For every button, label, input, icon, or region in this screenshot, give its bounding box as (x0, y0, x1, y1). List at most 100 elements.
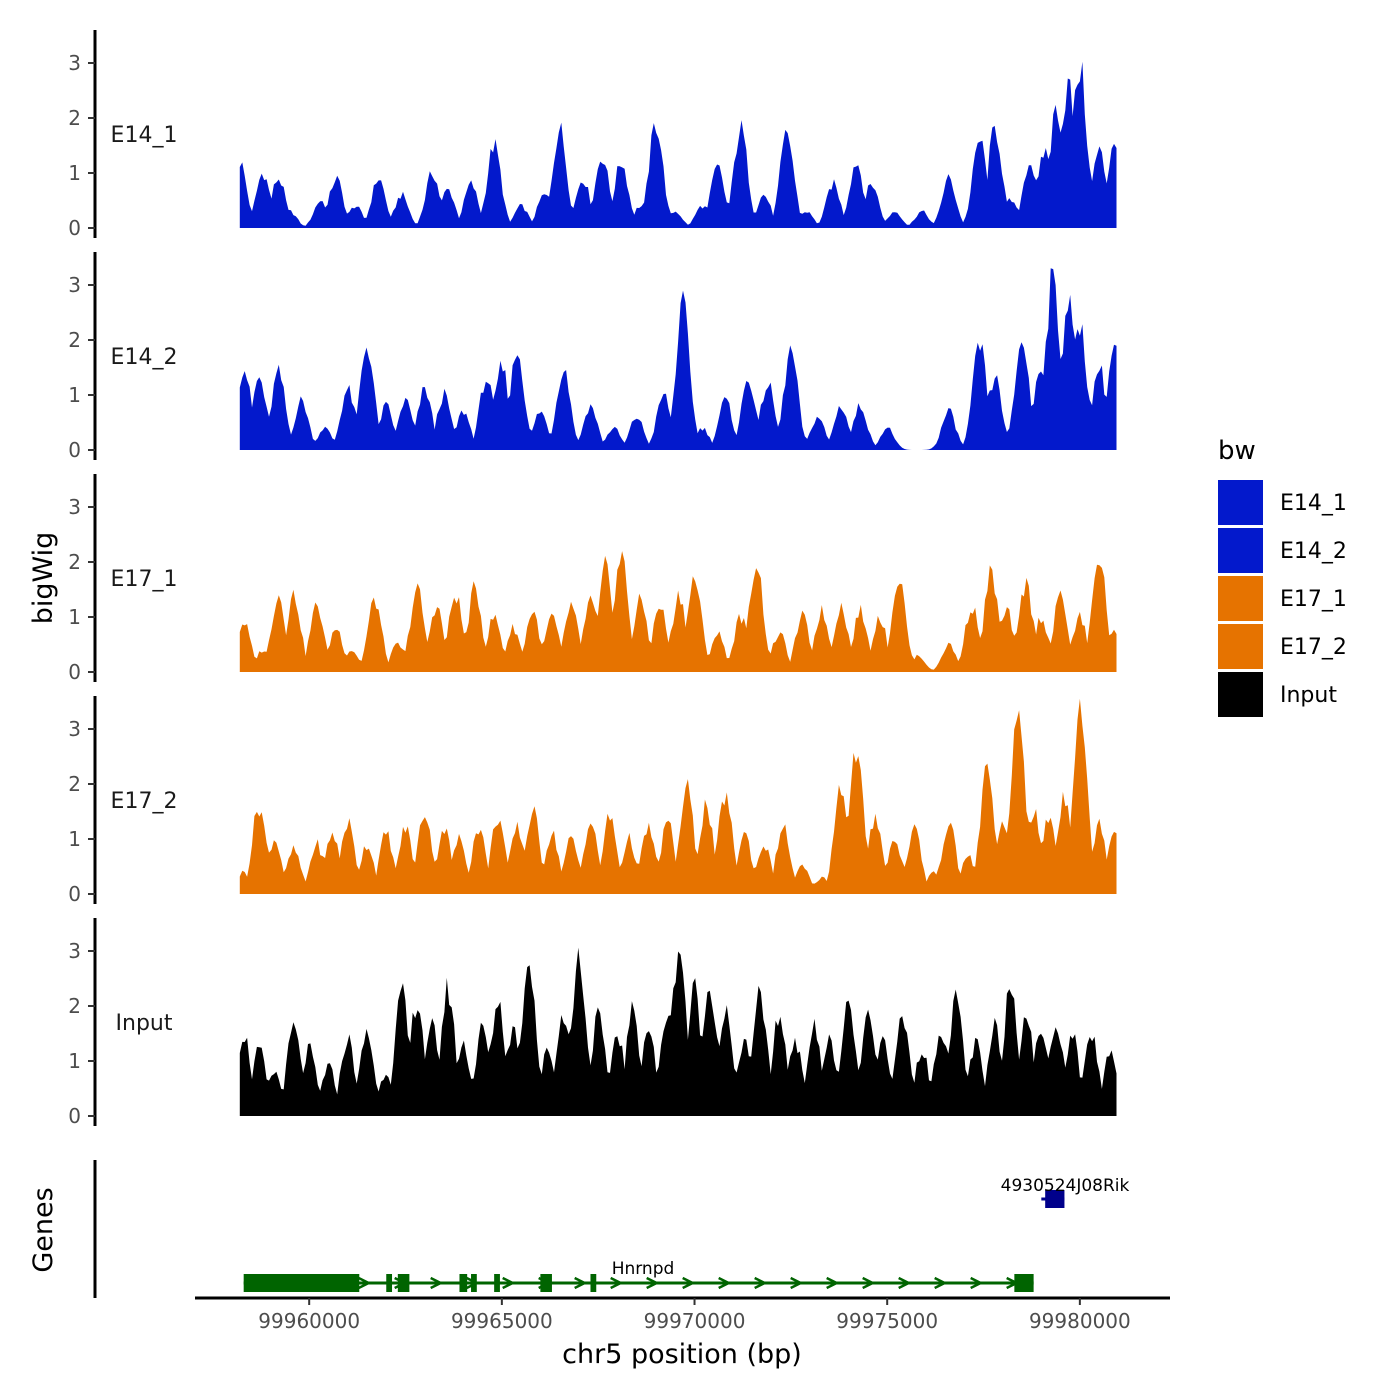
strand-arrow (934, 1276, 948, 1290)
peak-point (632, 1011, 634, 1013)
peak-point (274, 1071, 276, 1073)
peak-point (647, 827, 649, 829)
peak-point (1114, 139, 1116, 141)
peak-point (520, 205, 522, 207)
y-tick-label: 1 (68, 383, 81, 407)
peak-point (990, 572, 992, 574)
strand-arrow (646, 1276, 660, 1290)
peak-point (320, 200, 322, 202)
peak-point (840, 605, 842, 607)
peak-point (986, 767, 988, 769)
peak-point (258, 805, 260, 807)
peak-point (551, 833, 553, 835)
peak-point (243, 1033, 245, 1035)
peak-point (258, 378, 260, 380)
track-Input: 0 1 2 3 Input (68, 918, 1117, 1128)
peak-point (805, 211, 807, 213)
strand-arrow (826, 1276, 840, 1290)
peak-point (821, 611, 823, 613)
peak-point (667, 822, 669, 824)
peak-point (740, 616, 742, 618)
peak-point (385, 1071, 387, 1073)
peak-point (455, 594, 457, 596)
peak-point (563, 367, 565, 369)
gene-exon (471, 1274, 477, 1292)
peak-point (882, 1038, 884, 1040)
legend-swatch (1218, 528, 1263, 573)
peak-point (401, 194, 403, 196)
legend-label: Input (1280, 683, 1337, 708)
y-tick-label: 0 (68, 216, 81, 240)
peak-point (778, 633, 780, 635)
peak-point (967, 855, 969, 857)
peak-point (443, 394, 445, 396)
peak-point (532, 611, 534, 613)
peak-point (1040, 1027, 1042, 1029)
peak-point (416, 589, 418, 591)
peak-point (347, 389, 349, 391)
peak-point (590, 822, 592, 824)
peak-point (763, 194, 765, 196)
peak-point (917, 655, 919, 657)
x-axis-title: chr5 position (bp) (562, 1339, 802, 1370)
peak-point (539, 411, 541, 413)
legend-entry-E17_2: E17_2 (1218, 624, 1347, 669)
peak-point (277, 594, 279, 596)
peak-point (366, 345, 368, 347)
peak-point (274, 838, 276, 840)
peak-point (678, 945, 680, 947)
peak-point (879, 616, 881, 618)
gene-exon (386, 1274, 393, 1292)
peak-point (497, 1000, 499, 1002)
y-tick-label: 1 (68, 605, 81, 629)
peak-point (832, 183, 834, 185)
gene-exon (590, 1274, 597, 1292)
peak-point (543, 194, 545, 196)
legend-label: E17_1 (1280, 587, 1347, 612)
peak-point (493, 616, 495, 618)
peak-point (582, 178, 584, 180)
peak-point (1071, 1033, 1073, 1035)
peak-point (397, 644, 399, 646)
y-tick-label: 2 (68, 106, 81, 130)
peak-point (817, 416, 819, 418)
peak-point (940, 1027, 942, 1029)
peak-point (1067, 301, 1069, 303)
peak-point (867, 1016, 869, 1018)
peak-point (385, 405, 387, 407)
peak-point (485, 378, 487, 380)
y-tick-label: 1 (68, 161, 81, 185)
peak-point (617, 1033, 619, 1035)
peak-point (1025, 583, 1027, 585)
peak-point (532, 811, 534, 813)
peak-point (1079, 68, 1081, 70)
peak-point (331, 833, 333, 835)
peak-point (701, 427, 703, 429)
y-tick-label: 3 (68, 939, 81, 963)
track-E17_1: 0 1 2 3 E17_1 (68, 474, 1117, 684)
peak-point (1098, 150, 1100, 152)
peak-point (462, 411, 464, 413)
strand-arrow (790, 1276, 804, 1290)
gene-exon (1045, 1190, 1065, 1208)
peak-point (859, 611, 861, 613)
peak-point (590, 405, 592, 407)
peak-point (1114, 345, 1116, 347)
peak-point (948, 644, 950, 646)
peak-point (801, 866, 803, 868)
peak-point (886, 427, 888, 429)
peak-point (971, 605, 973, 607)
peak-point (443, 827, 445, 829)
peak-point (405, 400, 407, 402)
peak-point (840, 405, 842, 407)
strand-arrow (574, 1276, 588, 1290)
y-tick-label: 0 (68, 660, 81, 684)
peak-point (975, 1044, 977, 1046)
peak-point (859, 405, 861, 407)
peak-point (559, 128, 561, 130)
peak-point (497, 816, 499, 818)
peak-point (316, 605, 318, 607)
gene-exon (494, 1274, 500, 1292)
legend-swatch (1218, 576, 1263, 621)
peak-point (709, 983, 711, 985)
